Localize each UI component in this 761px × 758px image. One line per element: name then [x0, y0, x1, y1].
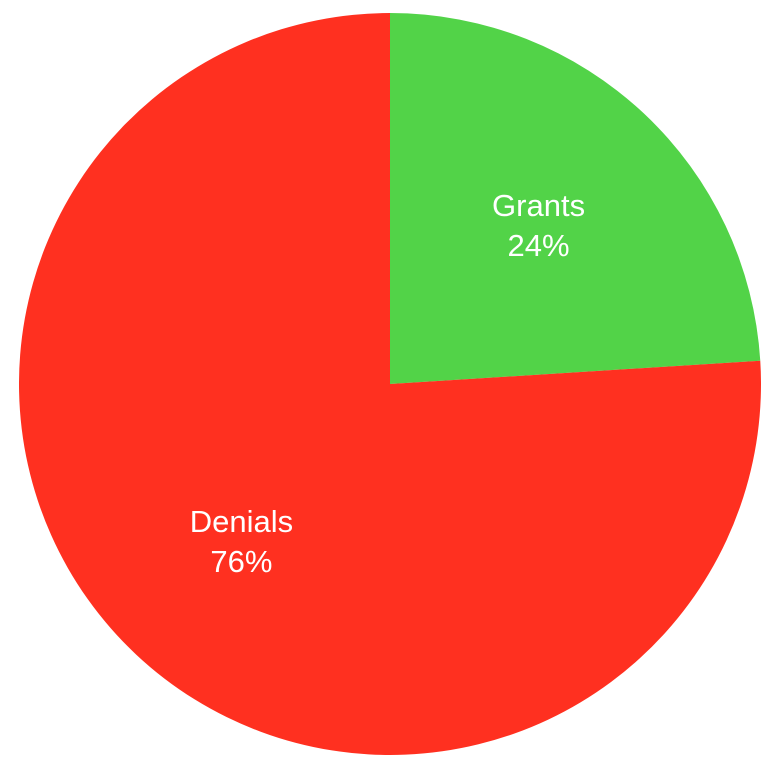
pie-slices [19, 13, 761, 755]
slice-name-label-grants: Grants [492, 188, 585, 223]
pie-labels: Grants 24% Denials 76% [190, 188, 585, 579]
pie-slice-denials [19, 13, 761, 755]
slice-percent-label-denials: 76% [210, 544, 272, 579]
pie-slice-grants [390, 13, 761, 384]
slice-percent-label-grants: 24% [508, 228, 570, 263]
slice-name-label-denials: Denials [190, 504, 293, 539]
